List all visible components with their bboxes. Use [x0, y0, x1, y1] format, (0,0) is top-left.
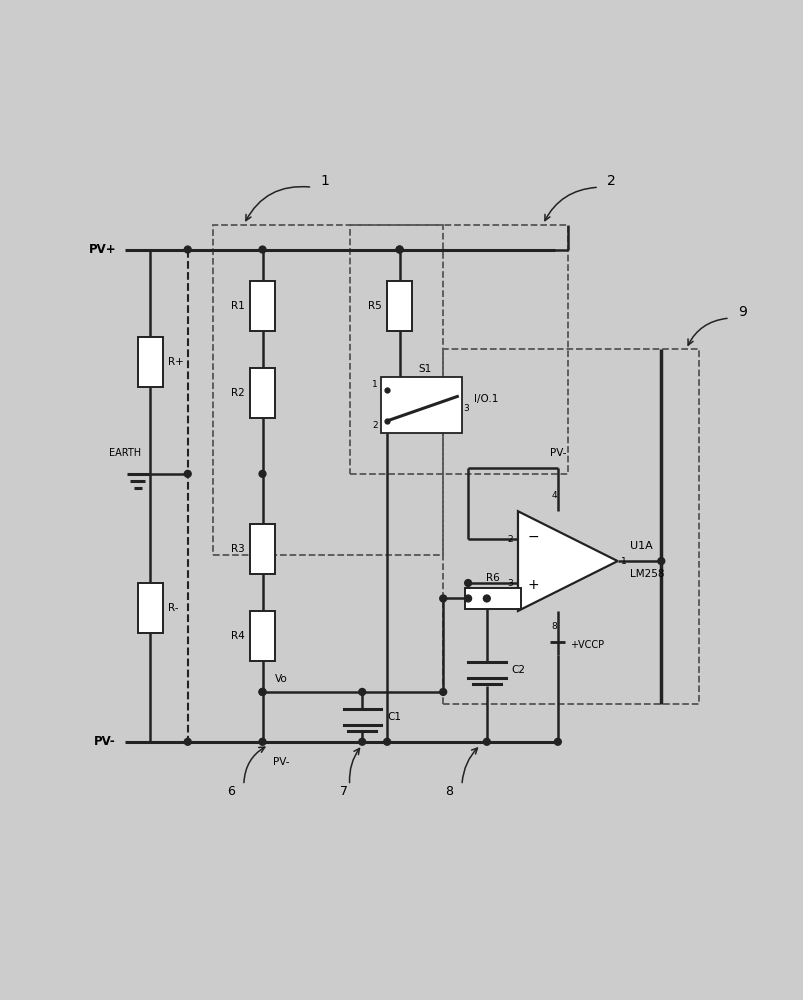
Circle shape — [184, 738, 191, 745]
Text: 3: 3 — [507, 579, 512, 588]
Text: 9: 9 — [737, 305, 746, 319]
Text: R6: R6 — [486, 573, 499, 583]
Text: 8: 8 — [445, 785, 453, 798]
Text: 4: 4 — [551, 491, 556, 500]
Text: 1: 1 — [372, 380, 377, 389]
Text: U1A: U1A — [630, 541, 652, 551]
Text: −: − — [527, 530, 538, 544]
Text: PV-: PV- — [549, 448, 565, 458]
Circle shape — [259, 738, 266, 745]
Circle shape — [483, 738, 490, 745]
Circle shape — [259, 689, 266, 695]
Circle shape — [464, 595, 471, 602]
Bar — [464, 588, 520, 609]
Text: EARTH: EARTH — [109, 448, 141, 458]
Bar — [381, 377, 461, 433]
Bar — [442, 349, 698, 704]
Circle shape — [554, 738, 560, 745]
Text: +VCCP: +VCCP — [569, 640, 604, 650]
Polygon shape — [517, 511, 617, 611]
Text: I/O.1: I/O.1 — [474, 394, 498, 404]
Text: PV-: PV- — [94, 735, 116, 748]
Text: +: + — [527, 578, 538, 592]
Text: R4: R4 — [231, 631, 245, 641]
Text: R2: R2 — [231, 388, 245, 398]
Text: R3: R3 — [231, 544, 245, 554]
Circle shape — [439, 595, 446, 602]
Text: Vo: Vo — [275, 674, 287, 684]
Circle shape — [358, 689, 365, 695]
Bar — [250, 368, 275, 418]
Text: C1: C1 — [387, 712, 401, 722]
Text: C2: C2 — [511, 665, 525, 675]
Text: LM258: LM258 — [630, 569, 664, 579]
Text: R5: R5 — [368, 301, 381, 311]
Circle shape — [396, 246, 402, 253]
Bar — [212, 225, 442, 555]
Text: 2: 2 — [606, 174, 615, 188]
Text: 2: 2 — [372, 421, 377, 430]
Bar — [250, 524, 275, 574]
Circle shape — [259, 689, 266, 695]
Bar — [250, 611, 275, 661]
Text: PV+: PV+ — [88, 243, 116, 256]
Bar — [138, 337, 162, 387]
Circle shape — [483, 595, 490, 602]
Circle shape — [464, 580, 471, 586]
Text: R+: R+ — [168, 357, 183, 367]
Text: 3: 3 — [463, 404, 469, 413]
Text: 7: 7 — [339, 785, 347, 798]
Bar — [387, 281, 412, 331]
Circle shape — [358, 738, 365, 745]
Text: 6: 6 — [227, 785, 235, 798]
Text: R1: R1 — [231, 301, 245, 311]
Circle shape — [396, 246, 402, 253]
Text: 8: 8 — [551, 622, 557, 631]
Text: PV-: PV- — [272, 757, 289, 767]
Text: 2: 2 — [507, 535, 512, 544]
Circle shape — [383, 738, 390, 745]
Circle shape — [259, 470, 266, 477]
Text: S1: S1 — [418, 364, 430, 374]
Circle shape — [259, 246, 266, 253]
Text: 1: 1 — [620, 557, 626, 566]
Bar — [138, 583, 162, 633]
Circle shape — [184, 246, 191, 253]
Circle shape — [184, 470, 191, 477]
Bar — [250, 281, 275, 331]
Text: 1: 1 — [320, 174, 329, 188]
Circle shape — [657, 558, 664, 565]
Bar — [349, 225, 567, 474]
Circle shape — [439, 689, 446, 695]
Text: R-: R- — [168, 603, 178, 613]
